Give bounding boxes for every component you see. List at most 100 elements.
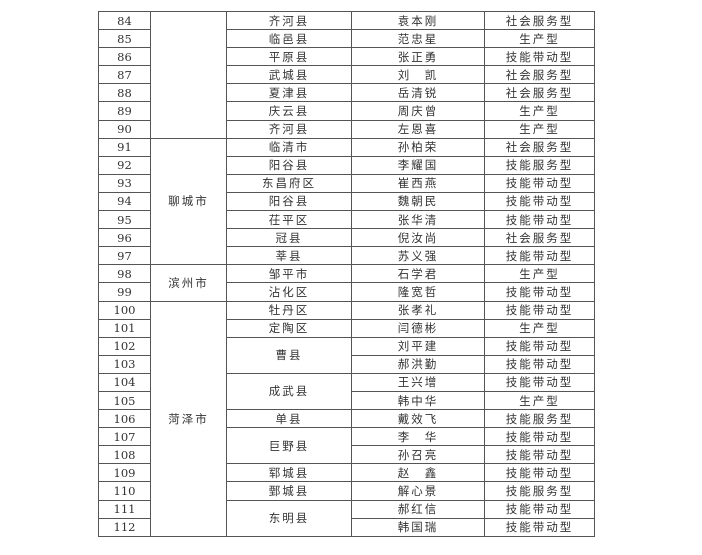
type-cell: 技能带动型 xyxy=(484,517,595,537)
county-cell: 夏津县 xyxy=(226,83,352,103)
city-cell: 滨州市 xyxy=(150,264,227,302)
name-cell: 左恩喜 xyxy=(351,119,485,139)
name-cell: 倪汝尚 xyxy=(351,228,485,248)
name-cell: 闫德彬 xyxy=(351,318,485,338)
row-number: 103 xyxy=(98,354,151,374)
county-cell: 临邑县 xyxy=(226,29,352,49)
row-number: 97 xyxy=(98,246,151,266)
county-cell: 阳谷县 xyxy=(226,155,352,175)
row-number: 107 xyxy=(98,427,151,447)
row-number: 100 xyxy=(98,300,151,320)
name-cell: 张正勇 xyxy=(351,47,485,67)
table-row: 95 茌平区 张华清 技能带动型 xyxy=(98,210,595,230)
county-cell: 巨野县 xyxy=(226,427,352,465)
type-cell: 社会服务型 xyxy=(484,65,595,85)
row-number: 111 xyxy=(98,499,151,519)
type-cell: 技能服务型 xyxy=(484,481,595,501)
name-cell: 张华清 xyxy=(351,210,485,230)
county-cell: 庆云县 xyxy=(226,101,352,121)
type-cell: 社会服务型 xyxy=(484,83,595,103)
county-cell: 阳谷县 xyxy=(226,191,352,212)
row-number: 85 xyxy=(98,29,151,49)
name-cell: 范忠星 xyxy=(351,29,485,49)
table-row: 104 成武县 王兴增 技能带动型 xyxy=(98,372,595,411)
type-cell: 生产型 xyxy=(484,119,595,139)
county-cell: 冠县 xyxy=(226,228,352,248)
county-cell: 东昌府区 xyxy=(226,173,352,193)
name-cell: 周庆曾 xyxy=(351,101,485,121)
type-cell: 技能带动型 xyxy=(484,445,595,465)
county-cell: 定陶区 xyxy=(226,318,352,338)
row-number: 112 xyxy=(98,517,151,537)
table-row: 111 东明县 郝红信 技能带动型 xyxy=(98,499,595,537)
county-cell: 莘县 xyxy=(226,246,352,266)
name-cell: 戴效飞 xyxy=(351,409,485,429)
county-cell: 平原县 xyxy=(226,47,352,67)
row-number: 101 xyxy=(98,318,151,338)
type-cell: 生产型 xyxy=(484,318,595,338)
row-number: 110 xyxy=(98,481,151,501)
table-row: 84 齐河县 袁本刚 社会服务型 xyxy=(98,10,595,139)
row-number: 106 xyxy=(98,409,151,429)
row-number: 90 xyxy=(98,119,151,139)
county-cell: 邹平市 xyxy=(226,264,352,284)
county-cell: 成武县 xyxy=(226,372,352,411)
row-number: 88 xyxy=(98,83,151,103)
name-cell: 解心景 xyxy=(351,481,485,501)
row-number: 105 xyxy=(98,390,151,411)
type-cell: 技能带动型 xyxy=(484,336,595,356)
table-row: 110 鄄城县 解心景 技能服务型 xyxy=(98,481,595,501)
row-number: 87 xyxy=(98,65,151,85)
type-cell: 技能带动型 xyxy=(484,191,595,212)
name-cell: 魏朝民 xyxy=(351,191,485,212)
type-cell: 技能带动型 xyxy=(484,300,595,320)
row-number: 108 xyxy=(98,445,151,465)
name-cell: 王兴增 xyxy=(351,372,485,392)
table-body: 84 齐河县 袁本刚 社会服务型 85 临邑县 范忠星 生产型 86 平原县 张正勇 技能带动型 87 武… xyxy=(98,10,595,537)
table-row: 107 巨野县李 华技能带动型 xyxy=(98,427,595,465)
type-cell: 技能带动型 xyxy=(484,210,595,230)
county-cell: 茌平区 xyxy=(226,210,352,230)
row-number: 109 xyxy=(98,463,151,483)
city-cell: 菏泽市 xyxy=(150,300,227,537)
personnel-table: 84 齐河县 袁本刚 社会服务型 85 临邑县 范忠星 生产型 86 平原县 张正勇 技能带动型 87 武… xyxy=(98,10,595,537)
county-cell: 武城县 xyxy=(226,65,352,85)
name-cell: 刘 凯 xyxy=(351,65,485,85)
type-cell: 技能带动型 xyxy=(484,354,595,374)
row-number: 96 xyxy=(98,228,151,248)
table-row: 85 临邑县 范忠星 生产型 xyxy=(98,29,595,49)
name-cell: 袁本刚 xyxy=(351,10,485,31)
table-row: 103 郝洪勤 技能带动型 xyxy=(98,354,595,374)
type-cell: 社会服务型 xyxy=(484,228,595,248)
type-cell: 生产型 xyxy=(484,101,595,121)
county-cell: 齐河县 xyxy=(226,10,352,31)
type-cell: 技能带动型 xyxy=(484,463,595,483)
table-row: 90 齐河县 左恩喜 生产型 xyxy=(98,119,595,139)
county-cell: 沾化区 xyxy=(226,282,352,302)
county-cell: 齐河县 xyxy=(226,119,352,139)
name-cell: 赵 鑫 xyxy=(351,463,485,483)
table-row: 100 菏泽市 牡丹区 张孝礼 技能带动型 xyxy=(98,300,595,537)
table-row: 112 韩国瑞 技能带动型 xyxy=(98,517,595,537)
row-number: 104 xyxy=(98,372,151,392)
row-number: 92 xyxy=(98,155,151,175)
county-cell: 鄄城县 xyxy=(226,481,352,501)
type-cell: 技能带动型 xyxy=(484,427,595,447)
table-row: 101 定陶区 闫德彬 生产型 xyxy=(98,318,595,338)
row-number: 102 xyxy=(98,336,151,356)
row-number: 94 xyxy=(98,191,151,212)
type-cell: 技能带动型 xyxy=(484,372,595,392)
name-cell: 隆宽哲 xyxy=(351,282,485,302)
type-cell: 技能带动型 xyxy=(484,499,595,519)
type-cell: 生产型 xyxy=(484,264,595,284)
name-cell: 岳清锐 xyxy=(351,83,485,103)
county-cell: 郓城县 xyxy=(226,463,352,483)
name-cell: 郝洪勤 xyxy=(351,354,485,374)
type-cell: 生产型 xyxy=(484,390,595,411)
type-cell: 技能带动型 xyxy=(484,282,595,302)
row-number: 99 xyxy=(98,282,151,302)
table-row: 93 东昌府区 崔西燕 技能带动型 xyxy=(98,173,595,193)
name-cell: 张孝礼 xyxy=(351,300,485,320)
table-row: 92 阳谷县 李耀国 技能服务型 xyxy=(98,155,595,175)
row-number: 89 xyxy=(98,101,151,121)
